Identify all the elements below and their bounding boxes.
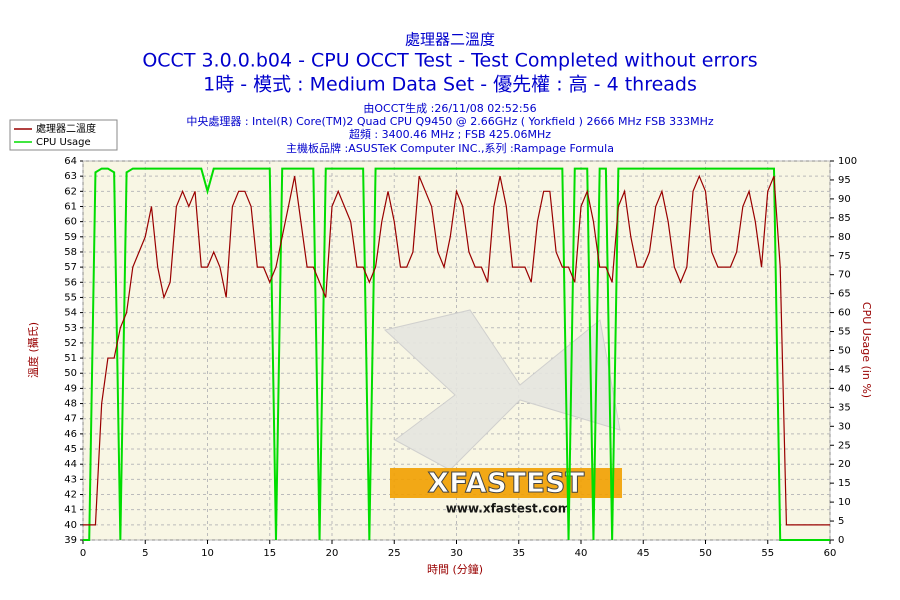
y2-tick-label: 70 <box>838 270 851 281</box>
y-tick-label: 46 <box>64 429 77 440</box>
watermark-url: www.xfastest.com <box>446 502 570 516</box>
legend-label: 處理器二溫度 <box>36 122 96 135</box>
y-tick-label: 49 <box>64 383 77 394</box>
x-tick-label: 40 <box>575 548 588 559</box>
info-line: 超頻 : 3400.46 MHz ; FSB 425.06MHz <box>349 127 551 141</box>
y-tick-label: 50 <box>64 368 77 379</box>
y2-tick-label: 35 <box>838 402 851 413</box>
series-line <box>83 167 830 541</box>
x-tick-label: 45 <box>637 548 650 559</box>
y-tick-label: 41 <box>64 505 77 516</box>
y-axis-title: 溫度 (攝氏) <box>26 322 40 378</box>
chart-subtitle: 1時 - 模式 : Medium Data Set - 優先權 : 高 - 4 … <box>203 74 697 96</box>
x-tick-label: 35 <box>512 548 525 559</box>
y2-tick-label: 60 <box>838 308 851 319</box>
y2-tick-label: 25 <box>838 440 851 451</box>
y2-axis-title: CPU Usage (in %) <box>860 302 873 398</box>
y2-tick-label: 50 <box>838 346 851 357</box>
y2-tick-label: 20 <box>838 459 851 470</box>
y2-tick-label: 85 <box>838 213 851 224</box>
series-line <box>83 174 830 526</box>
y-tick-label: 51 <box>64 353 77 364</box>
y-tick-label: 42 <box>64 490 77 501</box>
y2-tick-label: 100 <box>838 156 857 167</box>
y-tick-label: 61 <box>64 201 77 212</box>
y-tick-label: 53 <box>64 323 77 334</box>
x-tick-label: 25 <box>388 548 401 559</box>
x-axis-title: 時間 (分鐘) <box>427 562 483 576</box>
y-tick-label: 55 <box>64 292 77 303</box>
y-tick-label: 52 <box>64 338 77 349</box>
y-tick-label: 39 <box>64 535 77 546</box>
x-tick-label: 0 <box>80 548 86 559</box>
y-tick-label: 62 <box>64 186 77 197</box>
legend <box>9 119 118 151</box>
x-tick-label: 15 <box>263 548 276 559</box>
watermark: XFASTEST www.xfastest.com <box>383 309 622 516</box>
x-tick-label: 30 <box>450 548 463 559</box>
y-tick-label: 59 <box>64 232 77 243</box>
y-tick-label: 43 <box>64 474 77 485</box>
x-tick-label: 60 <box>824 548 837 559</box>
y2-tick-label: 75 <box>838 251 851 262</box>
x-tick-label: 50 <box>699 548 712 559</box>
legend-label: CPU Usage <box>36 137 91 148</box>
watermark-band <box>390 468 622 498</box>
info-line: 由OCCT生成 :26/11/08 02:52:56 <box>363 101 536 115</box>
y2-tick-label: 95 <box>838 175 851 186</box>
y-tick-label: 64 <box>64 156 77 167</box>
y-tick-label: 40 <box>64 520 77 531</box>
y2-tick-label: 5 <box>838 516 844 527</box>
y-tick-label: 44 <box>64 459 77 470</box>
y-tick-label: 45 <box>64 444 77 455</box>
x-tick-label: 5 <box>142 548 148 559</box>
x-tick-label: 55 <box>761 548 774 559</box>
y2-tick-label: 30 <box>838 421 851 432</box>
y2-tick-label: 55 <box>838 327 851 338</box>
y-tick-label: 56 <box>64 277 77 288</box>
y2-tick-label: 90 <box>838 194 851 205</box>
y-tick-label: 47 <box>64 414 77 425</box>
y-tick-label: 63 <box>64 171 77 182</box>
y-tick-label: 58 <box>64 247 77 258</box>
chart-title: 處理器二溫度 <box>405 31 495 49</box>
info-line: 中央處理器 : Intel(R) Core(TM)2 Quad CPU Q945… <box>186 114 714 128</box>
y-tick-label: 54 <box>64 308 77 319</box>
y2-tick-label: 40 <box>838 383 851 394</box>
y2-tick-label: 45 <box>838 364 851 375</box>
y-tick-label: 60 <box>64 217 77 228</box>
chart-subtitle: OCCT 3.0.0.b04 - CPU OCCT Test - Test Co… <box>142 50 757 72</box>
x-tick-label: 10 <box>201 548 214 559</box>
x-tick-label: 20 <box>326 548 339 559</box>
y2-tick-label: 15 <box>838 478 851 489</box>
y2-tick-label: 0 <box>838 535 844 546</box>
y2-tick-label: 80 <box>838 232 851 243</box>
watermark-text: XFASTEST <box>428 466 585 499</box>
y-tick-label: 57 <box>64 262 77 273</box>
info-line: 主機板品牌 :ASUSTeK Computer INC.,系列 :Rampage… <box>286 141 614 155</box>
y2-tick-label: 10 <box>838 497 851 508</box>
y-tick-label: 48 <box>64 399 77 410</box>
y2-tick-label: 65 <box>838 289 851 300</box>
